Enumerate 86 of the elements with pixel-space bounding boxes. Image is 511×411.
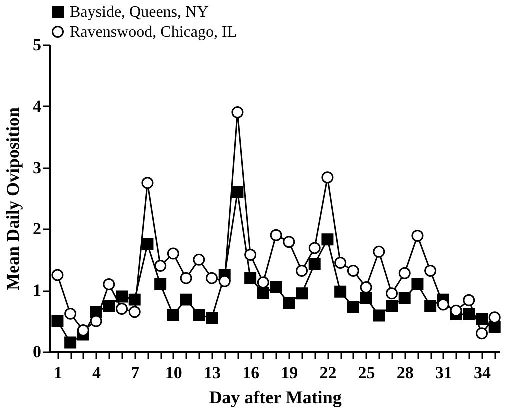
x-tick-label: 22 (320, 364, 337, 382)
point (398, 292, 411, 304)
point (232, 186, 244, 198)
point (52, 315, 64, 328)
x-axis-title: Day after Mating (209, 388, 342, 408)
point (334, 256, 347, 269)
point (308, 242, 321, 254)
point (412, 230, 424, 242)
x-tick-label: 1 (54, 364, 62, 382)
point (167, 248, 180, 260)
point (386, 300, 398, 312)
y-axis-title: Mean Daily Oviposition (3, 107, 23, 291)
point (463, 294, 476, 306)
point (424, 300, 437, 312)
y-tick-label: 4 (33, 96, 42, 116)
x-tick-label: 10 (165, 364, 182, 382)
point (244, 272, 257, 284)
y-tick-label: 2 (33, 220, 42, 239)
point (347, 264, 360, 277)
point (206, 272, 218, 284)
x-tick-label: 34 (474, 364, 492, 382)
point (322, 172, 334, 184)
point (193, 309, 206, 322)
point (347, 301, 360, 314)
y-tick-label: 1 (33, 281, 42, 300)
point (322, 234, 334, 246)
point (373, 246, 386, 258)
point (154, 278, 167, 290)
point (386, 288, 398, 300)
y-tick-label: 5 (33, 36, 42, 54)
point (64, 336, 77, 349)
point (142, 238, 154, 251)
x-tick-label: 4 (92, 364, 102, 382)
point (270, 229, 282, 242)
x-tick-label: 16 (242, 364, 260, 382)
point (488, 321, 501, 334)
point (103, 278, 116, 290)
point (128, 294, 141, 306)
point (167, 309, 180, 322)
point (476, 328, 488, 340)
point (193, 254, 206, 266)
point (412, 278, 424, 290)
y-tick-label: 3 (33, 158, 42, 178)
point (334, 286, 347, 298)
y-tick-label: 0 (33, 342, 42, 362)
point (476, 313, 488, 326)
x-tick-label: 28 (396, 364, 414, 382)
point (398, 267, 411, 280)
point (283, 298, 296, 310)
point (450, 304, 462, 317)
point (488, 312, 501, 324)
legend-label: Bayside, Queens, NY (70, 4, 210, 21)
point (180, 272, 192, 284)
point (437, 298, 450, 311)
point (218, 275, 231, 288)
point (257, 287, 270, 300)
point (154, 260, 167, 272)
point (257, 276, 270, 289)
x-tick-label: 13 (204, 364, 221, 382)
point (360, 292, 372, 304)
point (116, 290, 128, 303)
point (180, 294, 192, 306)
point (90, 315, 102, 328)
x-tick-label: 31 (435, 364, 452, 382)
point (52, 269, 64, 282)
point (64, 308, 77, 320)
point (128, 306, 141, 318)
point (270, 282, 282, 294)
point (463, 308, 476, 321)
point (206, 312, 218, 324)
point (142, 177, 154, 190)
point (116, 303, 128, 316)
point (296, 264, 308, 277)
point (77, 324, 90, 336)
point (244, 249, 257, 261)
point (232, 106, 244, 119)
x-tick-label: 25 (358, 364, 376, 382)
point (296, 288, 308, 300)
point (308, 258, 321, 270)
legend-label: Ravenswood, Chicago, IL (70, 24, 238, 41)
point (283, 236, 296, 248)
x-tick-label: 7 (131, 364, 140, 382)
point (424, 264, 437, 277)
point (373, 310, 386, 322)
x-tick-label: 19 (281, 364, 298, 382)
point (103, 300, 116, 312)
